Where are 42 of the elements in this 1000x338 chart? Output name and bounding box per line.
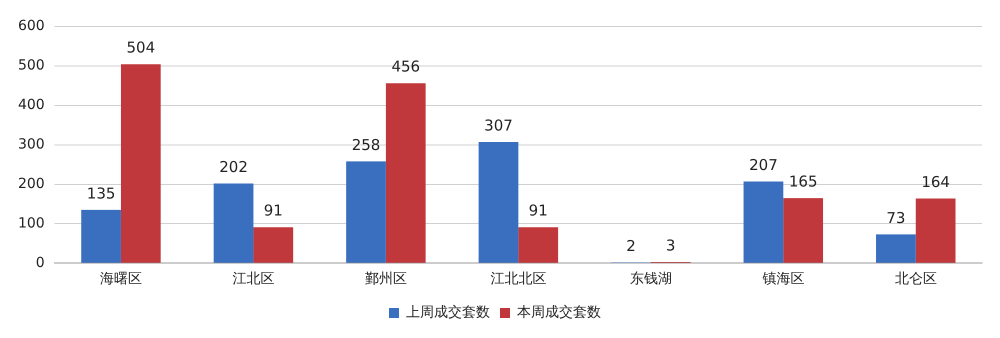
y-tick-label: 500 bbox=[18, 58, 45, 74]
bar bbox=[916, 198, 956, 263]
data-label: 258 bbox=[352, 136, 380, 154]
y-tick-label: 300 bbox=[18, 136, 45, 152]
bar bbox=[518, 227, 558, 263]
data-label: 207 bbox=[749, 156, 778, 174]
data-label: 504 bbox=[126, 38, 156, 57]
y-tick-label: 400 bbox=[18, 96, 45, 113]
x-tick-label: 鄞州区 bbox=[364, 271, 407, 288]
y-tick-label: 200 bbox=[18, 176, 45, 192]
y-tick-label: 0 bbox=[36, 254, 45, 271]
bar bbox=[876, 234, 916, 263]
data-label: 135 bbox=[86, 184, 116, 202]
y-tick-label: 100 bbox=[18, 215, 45, 232]
bar bbox=[81, 210, 121, 263]
legend-label: 本周成交套数 bbox=[517, 304, 601, 321]
x-tick-label: 江北区 bbox=[232, 271, 274, 288]
data-label: 91 bbox=[264, 202, 283, 220]
legend-label: 上周成交套数 bbox=[406, 304, 490, 321]
data-label: 3 bbox=[666, 236, 676, 254]
bar bbox=[120, 64, 161, 263]
data-label: 165 bbox=[788, 172, 818, 190]
data-label: 91 bbox=[528, 202, 548, 220]
x-tick-label: 镇海区 bbox=[761, 271, 804, 288]
bar bbox=[253, 227, 294, 263]
x-tick-label: 海曙区 bbox=[100, 271, 142, 288]
bar bbox=[386, 83, 426, 263]
bar bbox=[744, 182, 784, 263]
bar bbox=[783, 198, 824, 263]
x-tick-label: 北仑区 bbox=[894, 271, 937, 288]
data-label: 2 bbox=[626, 236, 636, 255]
x-tick-label: 东钱湖 bbox=[630, 271, 672, 288]
data-label: 307 bbox=[484, 116, 513, 134]
bar bbox=[478, 142, 518, 263]
y-tick-label: 600 bbox=[18, 18, 45, 34]
data-label: 73 bbox=[886, 208, 906, 227]
x-tick-label: 江北北区 bbox=[490, 271, 546, 288]
data-label: 164 bbox=[921, 172, 950, 191]
bar bbox=[346, 161, 386, 263]
data-label: 202 bbox=[219, 158, 248, 176]
data-label: 456 bbox=[391, 58, 420, 76]
bar bbox=[214, 183, 254, 263]
